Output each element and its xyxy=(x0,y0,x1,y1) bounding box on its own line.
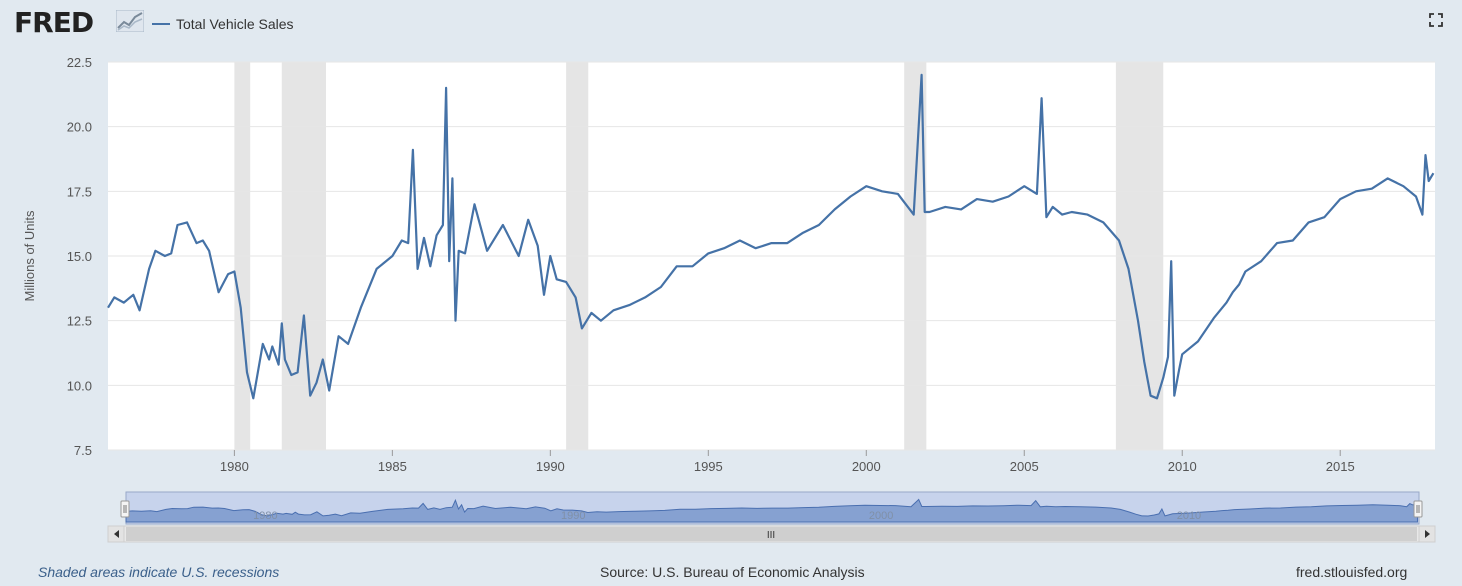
scroll-left-arrow-icon xyxy=(114,530,119,538)
y-gridlines xyxy=(108,61,1435,451)
navigator-year-label: 2000 xyxy=(869,510,893,522)
y-axis-ticks: 7.5 10.0 12.5 15.0 17.5 20.0 22.5 xyxy=(67,55,92,458)
legend-swatch xyxy=(152,23,170,25)
y-axis-title: Millions of Units xyxy=(22,210,37,302)
x-tick-label: 1995 xyxy=(694,459,723,474)
legend: Total Vehicle Sales xyxy=(152,16,294,32)
y-tick-label: 20.0 xyxy=(67,120,92,135)
series-line-total-vehicle-sales[interactable] xyxy=(107,73,1435,400)
x-tick-label: 2000 xyxy=(852,459,881,474)
navigator-labels: 1980 1990 2000 2010 xyxy=(253,510,1201,522)
source-note: Source: U.S. Bureau of Economic Analysis xyxy=(600,564,865,580)
site-link[interactable]: fred.stlouisfed.org xyxy=(1296,564,1408,580)
chart-canvas: 7.5 10.0 12.5 15.0 17.5 20.0 22.5 1980 1985 1990… xyxy=(22,55,1436,543)
x-tick-label: 1990 xyxy=(536,459,565,474)
fred-logo-graph-icon xyxy=(116,10,144,32)
recession-note: Shaded areas indicate U.S. recessions xyxy=(38,564,280,580)
navigator-year-label: 2010 xyxy=(1177,510,1201,522)
navigator-year-label: 1990 xyxy=(561,510,585,522)
x-tick-label: 2005 xyxy=(1010,459,1039,474)
x-tick-label: 2015 xyxy=(1326,459,1355,474)
y-tick-label: 12.5 xyxy=(67,314,92,329)
range-navigator[interactable]: 1980 1990 2000 2010 xyxy=(120,491,1423,525)
chart-header: FRED Total Vehicle Sales xyxy=(0,0,1462,50)
navigator-series-area xyxy=(125,498,1419,523)
scrollbar-grip: III xyxy=(767,530,775,541)
fullscreen-expand-icon[interactable] xyxy=(1428,12,1444,28)
y-tick-label: 7.5 xyxy=(74,443,92,458)
scrollbar-thumb[interactable] xyxy=(126,527,1417,541)
legend-label: Total Vehicle Sales xyxy=(176,16,294,32)
y-tick-label: 22.5 xyxy=(67,55,92,70)
x-axis-ticks: 1980 1985 1990 1995 2000 2005 2010 2015 xyxy=(220,450,1355,474)
x-tick-label: 1985 xyxy=(378,459,407,474)
fred-logo[interactable]: FRED xyxy=(14,6,94,39)
y-tick-label: 15.0 xyxy=(67,249,92,264)
x-tick-label: 2010 xyxy=(1168,459,1197,474)
scrollbar[interactable]: III xyxy=(107,525,1436,543)
navigator-left-handle[interactable] xyxy=(120,500,130,518)
navigator-year-label: 1980 xyxy=(253,510,277,522)
y-tick-label: 17.5 xyxy=(67,184,92,199)
x-tick-label: 1980 xyxy=(220,459,249,474)
navigator-right-handle[interactable] xyxy=(1413,500,1423,518)
scroll-right-arrow-icon xyxy=(1425,530,1430,538)
y-tick-label: 10.0 xyxy=(67,378,92,393)
